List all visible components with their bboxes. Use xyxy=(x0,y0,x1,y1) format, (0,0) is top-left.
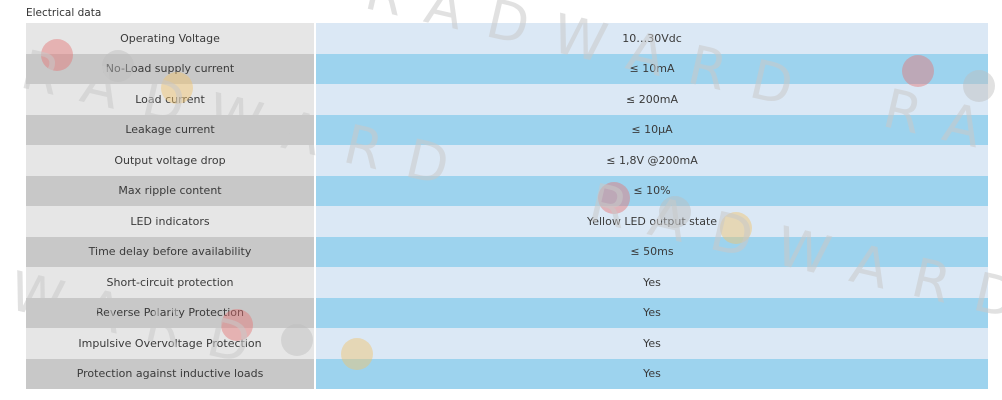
spec-label: Protection against inductive loads xyxy=(26,358,316,389)
spec-label: Max ripple content xyxy=(26,175,316,206)
table-row: Impulsive Overvoltage Protection Yes xyxy=(26,328,988,359)
table-row: Short-circuit protection Yes xyxy=(26,267,988,298)
table-row: Operating Voltage 10…30Vdc xyxy=(26,23,988,54)
spec-label: Output voltage drop xyxy=(26,145,316,176)
table-row: Leakage current ≤ 10µA xyxy=(26,114,988,145)
table-row: Load current ≤ 200mA xyxy=(26,84,988,115)
spec-value: Yes xyxy=(315,297,988,328)
spec-value: ≤ 200mA xyxy=(315,84,988,115)
table-row: No-Load supply current ≤ 10mA xyxy=(26,53,988,84)
table-row: Protection against inductive loads Yes xyxy=(26,358,988,389)
table-row: Max ripple content ≤ 10% xyxy=(26,175,988,206)
spec-value: ≤ 10µA xyxy=(315,114,988,145)
table-row: Reverse Polarity Protection Yes xyxy=(26,297,988,328)
spec-value: Yes xyxy=(315,358,988,389)
spec-label: Load current xyxy=(26,84,316,115)
spec-value: Yes xyxy=(315,267,988,298)
spec-label: Impulsive Overvoltage Protection xyxy=(26,328,316,359)
section-title: Electrical data xyxy=(26,7,102,19)
spec-label: Leakage current xyxy=(26,114,316,145)
table-row: Time delay before availability ≤ 50ms xyxy=(26,236,988,267)
spec-value: Yes xyxy=(315,328,988,359)
spec-value: ≤ 1,8V @200mA xyxy=(315,145,988,176)
spec-label: Short-circuit protection xyxy=(26,267,316,298)
spec-label: No-Load supply current xyxy=(26,53,316,84)
spec-value: Yellow LED output state xyxy=(315,206,988,237)
table-row: LED indicators Yellow LED output state xyxy=(26,206,988,237)
table-row: Output voltage drop ≤ 1,8V @200mA xyxy=(26,145,988,176)
spec-value: ≤ 10mA xyxy=(315,53,988,84)
spec-label: Operating Voltage xyxy=(26,23,316,54)
electrical-data-table: Operating Voltage 10…30Vdc No-Load suppl… xyxy=(26,23,988,389)
spec-label: Time delay before availability xyxy=(26,236,316,267)
spec-label: LED indicators xyxy=(26,206,316,237)
spec-value: ≤ 10% xyxy=(315,175,988,206)
spec-value: ≤ 50ms xyxy=(315,236,988,267)
spec-label: Reverse Polarity Protection xyxy=(26,297,316,328)
spec-value: 10…30Vdc xyxy=(315,23,988,54)
